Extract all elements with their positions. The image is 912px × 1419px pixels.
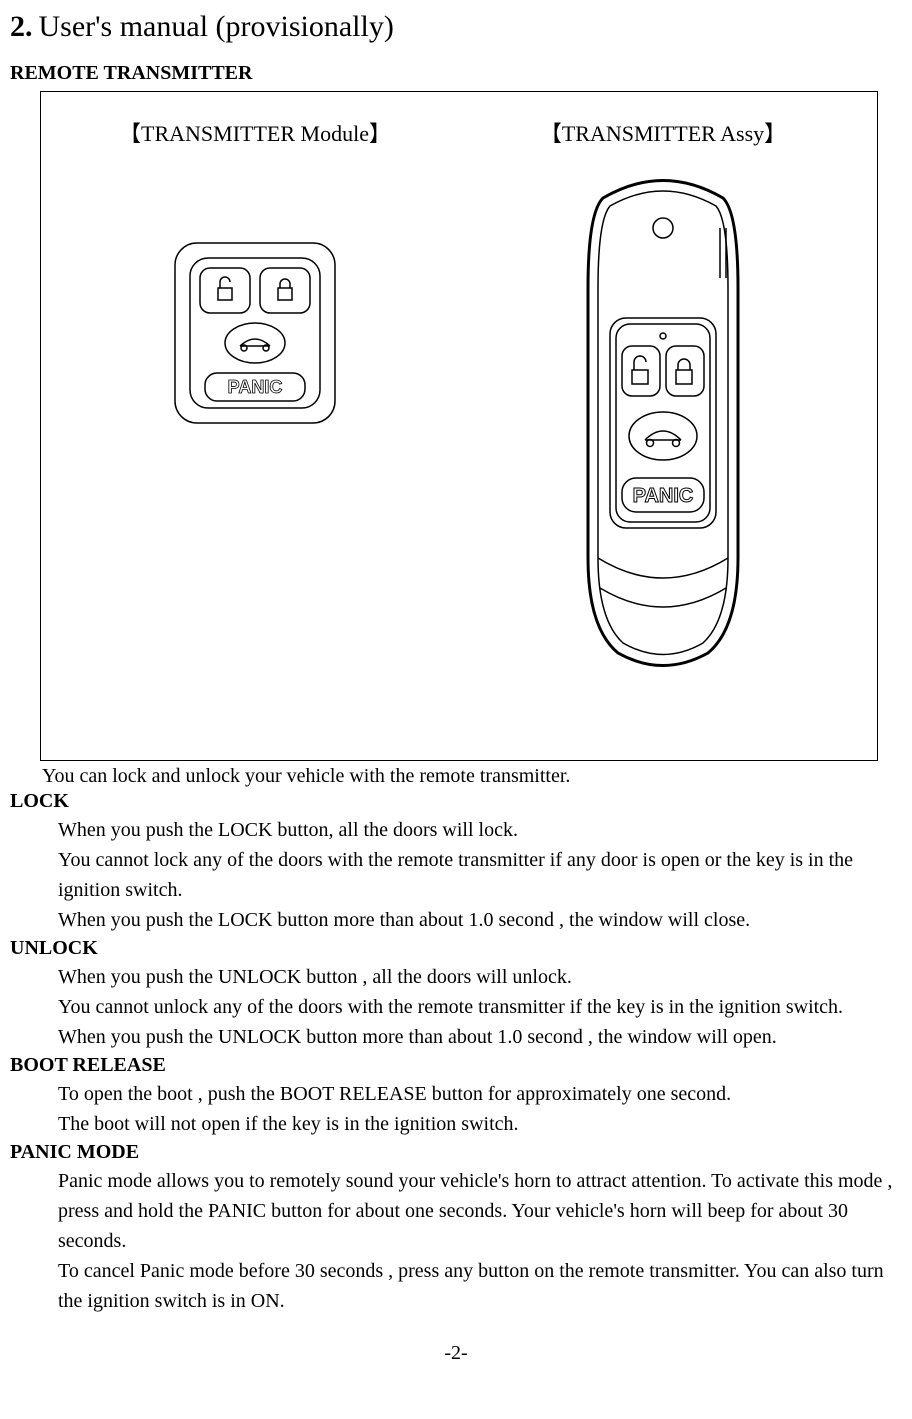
heading-panic: PANIC MODE xyxy=(10,1141,902,1164)
trunk-icon xyxy=(645,431,681,447)
lock-icon xyxy=(676,359,692,384)
lock-p3: When you push the LOCK button more than … xyxy=(58,905,902,935)
panic-p2: To cancel Panic mode before 30 seconds ,… xyxy=(58,1256,902,1316)
figure-caption-module: 【TRANSMITTER Module】 xyxy=(51,116,459,148)
heading-lock: LOCK xyxy=(10,790,902,813)
figure-box: 【TRANSMITTER Module】 xyxy=(40,91,878,761)
lock-p2: You cannot lock any of the doors with th… xyxy=(58,845,902,905)
subheading-remote-transmitter: REMOTE TRANSMITTER xyxy=(10,62,902,85)
intro-text: You can lock and unlock your vehicle wit… xyxy=(42,765,902,788)
section-number: 2. xyxy=(10,10,33,44)
transmitter-module-diagram: PANIC xyxy=(170,238,340,468)
page-title-row: 2. User's manual (provisionally) xyxy=(10,10,902,44)
page-number: -2- xyxy=(10,1342,902,1365)
unlock-icon xyxy=(632,356,648,384)
boot-p1: To open the boot , push the BOOT RELEASE… xyxy=(58,1079,902,1109)
section-title: User's manual (provisionally) xyxy=(39,10,394,44)
heading-unlock: UNLOCK xyxy=(10,937,902,960)
unlock-p1: When you push the UNLOCK button , all th… xyxy=(58,962,902,992)
transmitter-assy-diagram: PANIC xyxy=(548,158,778,688)
boot-p2: The boot will not open if the key is in … xyxy=(58,1109,902,1139)
figure-column-module: 【TRANSMITTER Module】 xyxy=(51,116,459,694)
panic-label-assy: PANIC xyxy=(633,485,694,507)
heading-boot: BOOT RELEASE xyxy=(10,1054,902,1077)
lock-p1: When you push the LOCK button, all the d… xyxy=(58,815,902,845)
unlock-p2: You cannot unlock any of the doors with … xyxy=(58,992,902,1022)
figure-column-assy: 【TRANSMITTER Assy】 xyxy=(459,116,867,694)
unlock-icon xyxy=(218,277,232,300)
panic-p1: Panic mode allows you to remotely sound … xyxy=(58,1166,902,1256)
unlock-p3: When you push the UNLOCK button more tha… xyxy=(58,1022,902,1052)
lock-icon xyxy=(278,279,292,300)
figure-caption-assy: 【TRANSMITTER Assy】 xyxy=(459,116,867,148)
trunk-icon xyxy=(240,339,270,351)
panic-label-module: PANIC xyxy=(228,377,283,397)
